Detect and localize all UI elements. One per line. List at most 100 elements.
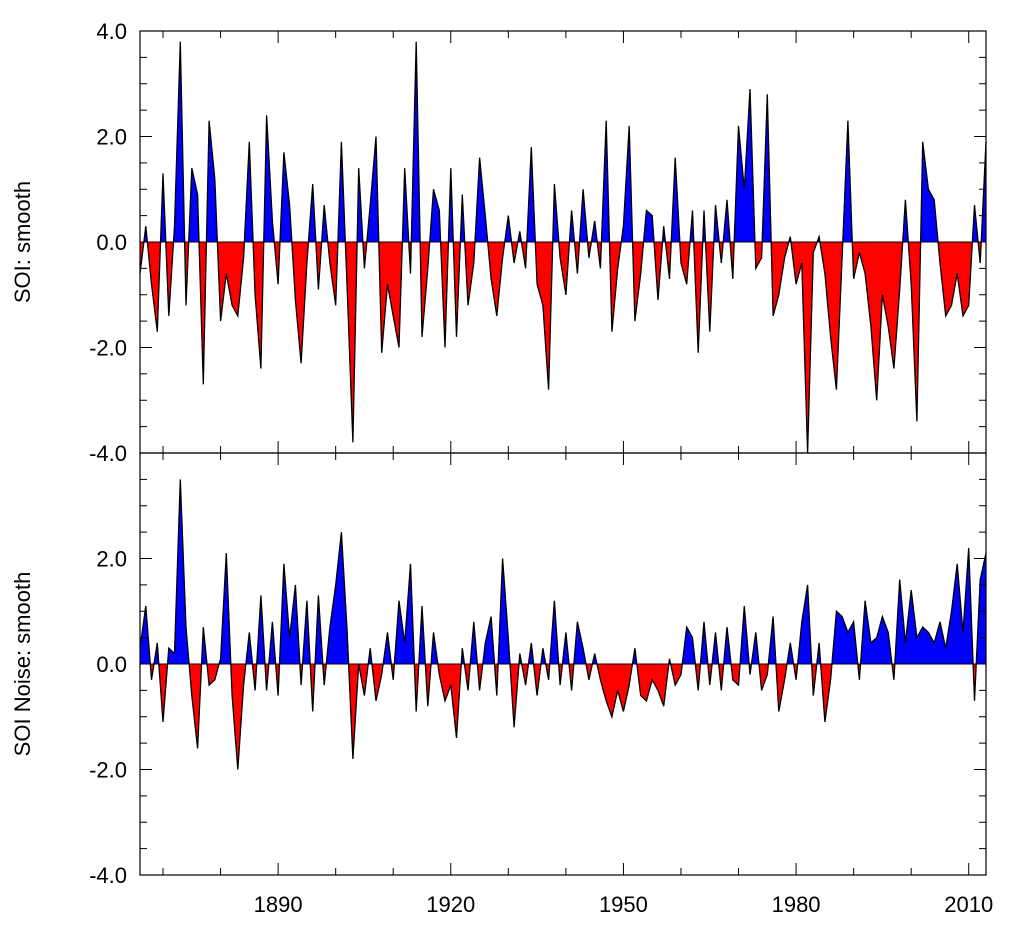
soi-smooth-negative-area-30 bbox=[420, 242, 430, 337]
panel-soi-smooth: 4.0 2.0 0.0 -2.0 -4.0 SOI: smooth bbox=[10, 19, 987, 466]
xtick-label: 2010 bbox=[944, 892, 993, 917]
soi-smooth-negative-area-18 bbox=[315, 242, 322, 290]
soi-noise-smooth-positive-area-64 bbox=[700, 621, 708, 664]
soi-smooth-positive-area-53 bbox=[601, 120, 610, 242]
soi-smooth-ytick-label: 0.0 bbox=[96, 230, 127, 255]
soi-smooth-negative-area-72 bbox=[754, 242, 763, 269]
soi-smooth-positive-area-79 bbox=[842, 120, 853, 242]
soi-noise-smooth-positive-area-86 bbox=[894, 548, 974, 664]
soi-noise-smooth-series-line bbox=[139, 479, 987, 770]
soi-smooth-ytick-label: -4.0 bbox=[89, 441, 127, 466]
areas-soi-noise-smooth bbox=[139, 479, 987, 770]
soi-noise-smooth-positive-area-72 bbox=[751, 632, 759, 664]
soi-noise-smooth-positive-area-84 bbox=[860, 600, 892, 664]
soi-smooth-ytick-label: 4.0 bbox=[96, 19, 127, 44]
soi-noise-smooth-negative-area-7 bbox=[207, 664, 220, 686]
soi-noise-smooth-positive-area-74 bbox=[768, 616, 776, 664]
areas-soi-smooth bbox=[139, 41, 987, 454]
soi-noise-smooth-positive-area-66 bbox=[712, 632, 719, 664]
soi-smooth-positive-area-37 bbox=[474, 157, 488, 242]
soi-noise-smooth-positive-area-82 bbox=[831, 611, 858, 664]
soi-noise-smooth-positive-area-14 bbox=[268, 621, 276, 664]
soi-smooth-positive-area-39 bbox=[504, 215, 512, 242]
soi-noise-smooth-negative-area-47 bbox=[533, 664, 541, 696]
soi-noise-smooth-negative-area-55 bbox=[586, 664, 593, 680]
soi-noise-smooth-positive-area-62 bbox=[682, 627, 696, 664]
y-axis-title-soi-noise-smooth: SOI Noise: smooth bbox=[10, 572, 35, 757]
soi-smooth-series-line bbox=[139, 41, 987, 454]
soi-noise-smooth-positive-area-12 bbox=[256, 595, 265, 664]
soi-smooth-negative-area-8 bbox=[199, 242, 207, 385]
y-tick-labels-soi-noise-smooth: 2.0 0.0 -2.0 -4.0 bbox=[89, 547, 127, 889]
soi-noise-smooth-negative-area-57 bbox=[597, 664, 633, 717]
soi-noise-smooth-positive-area-18 bbox=[302, 600, 311, 664]
soi-noise-smooth-negative-area-45 bbox=[521, 664, 529, 686]
soi-smooth-negative-area-66 bbox=[705, 242, 714, 332]
soi-smooth-negative-area-76 bbox=[791, 242, 818, 453]
xtick-label: 1920 bbox=[426, 892, 475, 917]
soi-noise-smooth-positive-area-10 bbox=[245, 632, 253, 664]
soi-noise-smooth-positive-area-50 bbox=[549, 600, 559, 664]
soi-smooth-negative-area-46 bbox=[558, 242, 570, 295]
soi-noise-smooth-positive-area-38 bbox=[470, 621, 478, 664]
soi-noise-smooth-positive-area-20 bbox=[315, 595, 323, 664]
panel-soi-noise-smooth: 2.0 0.0 -2.0 -4.0 SOI Noise: smooth bbox=[10, 452, 987, 889]
soi-noise-smooth-negative-area-59 bbox=[636, 664, 669, 707]
soi-noise-smooth-ytick-label: 2.0 bbox=[96, 547, 127, 572]
soi-smooth-negative-area-34 bbox=[453, 242, 461, 337]
soi-noise-smooth-positive-area-68 bbox=[723, 627, 731, 664]
soi-smooth-positive-area-11 bbox=[244, 141, 254, 242]
soi-smooth-negative-area-80 bbox=[852, 242, 903, 401]
soi-noise-smooth-positive-area-70 bbox=[740, 606, 750, 664]
soi-smooth-positive-area-71 bbox=[734, 89, 755, 242]
soi-smooth-negative-area-74 bbox=[771, 242, 789, 316]
soi-noise-smooth-negative-area-27 bbox=[371, 664, 384, 701]
soi-smooth-ytick-label: 2.0 bbox=[96, 125, 127, 150]
soi-noise-smooth-positive-area-32 bbox=[418, 606, 426, 664]
ticks-soi-smooth bbox=[140, 30, 986, 454]
soi-smooth-positive-area-9 bbox=[206, 120, 218, 242]
soi-smooth-positive-area-61 bbox=[671, 157, 680, 242]
soi-smooth-negative-area-38 bbox=[487, 242, 505, 316]
soi-noise-smooth-negative-area-23 bbox=[348, 664, 359, 759]
soi-noise-smooth-negative-area-61 bbox=[670, 664, 683, 686]
soi-smooth-negative-area-64 bbox=[693, 242, 703, 353]
soi-noise-smooth-negative-area-3 bbox=[158, 664, 168, 722]
soi-smooth-positive-area-19 bbox=[321, 205, 328, 242]
xtick-label: 1890 bbox=[254, 892, 303, 917]
soi-smooth-positive-area-69 bbox=[723, 199, 731, 242]
soi-smooth-positive-area-5 bbox=[173, 41, 185, 242]
soi-noise-smooth-positive-area-52 bbox=[562, 632, 569, 664]
soi-smooth-negative-area-84 bbox=[938, 242, 973, 316]
soi-noise-smooth-ytick-label: -2.0 bbox=[89, 758, 127, 783]
soi-smooth-negative-area-4 bbox=[165, 242, 174, 316]
x-tick-labels: 1890 1920 1950 1980 2010 bbox=[254, 892, 994, 917]
soi-noise-smooth-positive-area-16 bbox=[279, 563, 300, 664]
soi-smooth-ytick-label: -2.0 bbox=[89, 336, 127, 361]
soi-smooth-negative-area-16 bbox=[291, 242, 309, 364]
soi-noise-smooth-positive-area-42 bbox=[498, 558, 510, 664]
soi-noise-smooth-negative-area-43 bbox=[510, 664, 519, 728]
soi-noise-smooth-negative-area-81 bbox=[820, 664, 832, 722]
xtick-label: 1980 bbox=[772, 892, 821, 917]
xtick-label: 1950 bbox=[599, 892, 648, 917]
soi-smooth-negative-area-58 bbox=[654, 242, 663, 300]
soi-noise-smooth-ytick-label: -4.0 bbox=[89, 863, 127, 888]
soi-noise-smooth-negative-area-25 bbox=[358, 664, 369, 696]
soi-noise-smooth-positive-area-4 bbox=[167, 479, 190, 664]
soi-noise-smooth-positive-area-30 bbox=[394, 563, 415, 664]
soi-noise-smooth-negative-area-35 bbox=[437, 664, 462, 738]
soi-noise-smooth-negative-area-33 bbox=[425, 664, 431, 707]
soi-smooth-negative-area-2 bbox=[147, 242, 161, 332]
soi-smooth-negative-area-26 bbox=[378, 242, 403, 353]
soi-smooth-positive-area-29 bbox=[411, 41, 421, 242]
plot-frame-soi-noise-smooth bbox=[139, 452, 987, 876]
soi-noise-smooth-positive-area-0 bbox=[140, 606, 151, 664]
soi-smooth-negative-area-56 bbox=[632, 242, 644, 322]
y-axis-title-soi-smooth: SOI: smooth bbox=[10, 181, 35, 303]
soi-smooth-negative-area-10 bbox=[217, 242, 245, 322]
soi-smooth-positive-area-31 bbox=[429, 189, 441, 242]
soi-smooth-positive-area-17 bbox=[308, 184, 316, 242]
soi-smooth-positive-area-49 bbox=[579, 189, 588, 242]
